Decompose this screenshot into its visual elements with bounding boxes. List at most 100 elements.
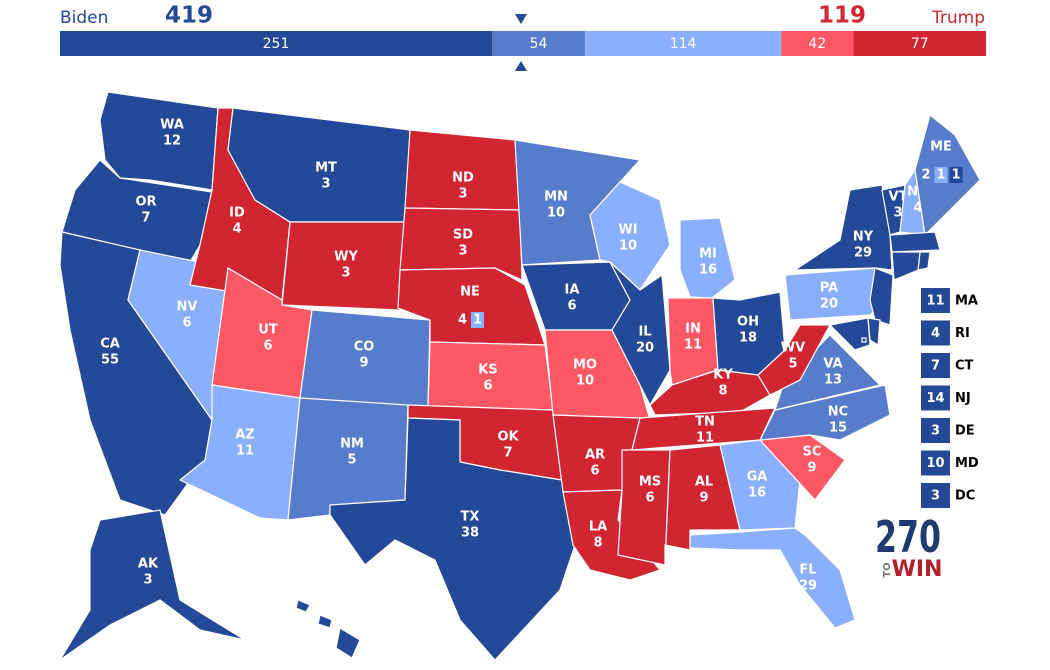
tally-bar: 251 54 114 42 77 <box>60 31 986 56</box>
state <box>861 337 867 343</box>
small-state-ev: 3 <box>931 424 940 439</box>
state-abbr: MN <box>544 190 568 205</box>
state <box>792 184 893 271</box>
state-abbr: AL <box>695 475 713 490</box>
state-abbr: VA <box>823 357 842 372</box>
small-state-box <box>921 288 950 313</box>
small-state-ev: 14 <box>926 391 944 406</box>
state-ev: 55 <box>101 353 119 368</box>
state-abbr: AK <box>138 557 159 572</box>
small-state-box <box>921 320 950 346</box>
small-state-abbr: DC <box>955 489 975 504</box>
state-ev: 2 <box>921 168 930 183</box>
state <box>399 207 523 281</box>
state-abbr: TX <box>461 510 480 525</box>
state-ev: 4 <box>317 647 326 662</box>
state-abbr: NE <box>460 285 480 300</box>
state-ev: 3 <box>321 177 330 192</box>
state-ev: 29 <box>799 579 817 594</box>
district-box <box>471 312 484 328</box>
state-abbr: TN <box>695 415 715 430</box>
state-ev: 12 <box>163 134 181 149</box>
state-ev: 7 <box>141 211 150 226</box>
small-state-box <box>921 450 950 476</box>
state-abbr: NY <box>853 230 874 245</box>
state-abbr: AZ <box>235 428 255 443</box>
state-abbr: NC <box>828 405 848 420</box>
state <box>544 329 651 421</box>
state-ev: 3 <box>893 206 902 221</box>
state-ev: 6 <box>182 316 191 331</box>
state <box>869 267 894 326</box>
state-ev: 6 <box>590 464 599 479</box>
state-abbr: ME <box>930 140 952 155</box>
marker-bottom <box>515 61 527 71</box>
district-box <box>949 167 963 183</box>
small-state-ev: 10 <box>926 456 944 471</box>
state <box>617 449 671 566</box>
state-abbr: MS <box>639 475 661 490</box>
bar-value: 114 <box>670 36 697 52</box>
state-abbr: WY <box>334 250 358 265</box>
right-candidate: Trump <box>931 8 985 28</box>
state-abbr: GA <box>747 470 768 485</box>
state-ev: 15 <box>829 421 847 436</box>
state <box>61 159 213 263</box>
state <box>891 251 921 281</box>
state-abbr: MO <box>573 358 597 373</box>
small-state-abbr: RI <box>955 326 970 341</box>
state-abbr: NM <box>340 437 364 452</box>
small-state-list: 11 MA 4 RI 7 CT 14 NJ 3 DE 10 MD 3 DC <box>921 288 979 508</box>
state-ev: 6 <box>263 339 272 354</box>
state-abbr: FL <box>799 563 816 578</box>
state-abbr: MI <box>699 247 717 262</box>
logo-number: 270 <box>875 512 941 563</box>
state-ev: 38 <box>461 526 479 541</box>
state-ev: 9 <box>359 356 368 371</box>
state-abbr: UT <box>258 323 278 338</box>
state-ev: 6 <box>483 379 492 394</box>
state-abbr: WA <box>160 118 184 133</box>
state-ev: 7 <box>503 446 512 461</box>
state-ev: 5 <box>347 453 356 468</box>
state <box>59 509 246 661</box>
state <box>329 417 576 661</box>
state-abbr: CO <box>354 340 375 355</box>
state-ev: 11 <box>696 431 714 446</box>
state <box>889 231 941 253</box>
state-ev: 4 <box>458 313 467 328</box>
small-state-box <box>921 483 950 508</box>
state-abbr: WI <box>618 223 637 238</box>
state-abbr: KS <box>478 363 497 378</box>
state-ev: 9 <box>807 461 816 476</box>
state <box>649 369 771 416</box>
small-state-abbr: NJ <box>955 391 971 406</box>
state-abbr: PA <box>820 281 838 296</box>
left-candidate: Biden <box>60 8 108 28</box>
state-ev: 20 <box>636 341 654 356</box>
logo-win: WIN <box>892 557 943 582</box>
small-state-box <box>921 353 950 378</box>
state <box>295 599 311 613</box>
small-state-box <box>921 385 950 411</box>
state-abbr: SC <box>803 445 822 460</box>
state-ev: 18 <box>739 331 757 346</box>
state-ev: 3 <box>458 187 467 202</box>
right-total: 119 <box>818 3 866 29</box>
state-ev: 5 <box>788 357 797 372</box>
state-abbr: IL <box>638 325 651 340</box>
state-ev: 8 <box>593 536 602 551</box>
state-abbr: IN <box>685 322 701 337</box>
state-ev: 11 <box>236 444 254 459</box>
state-ev: 6 <box>645 491 654 506</box>
small-state-abbr: CT <box>955 359 974 374</box>
state-ev: 13 <box>824 373 842 388</box>
state-ev: 10 <box>547 206 565 221</box>
state-ev: 3 <box>458 244 467 259</box>
bar-segment <box>853 31 986 56</box>
district-box <box>934 167 948 183</box>
small-state-ev: 4 <box>931 326 940 341</box>
state <box>774 334 882 411</box>
small-state-abbr: MA <box>955 294 978 309</box>
